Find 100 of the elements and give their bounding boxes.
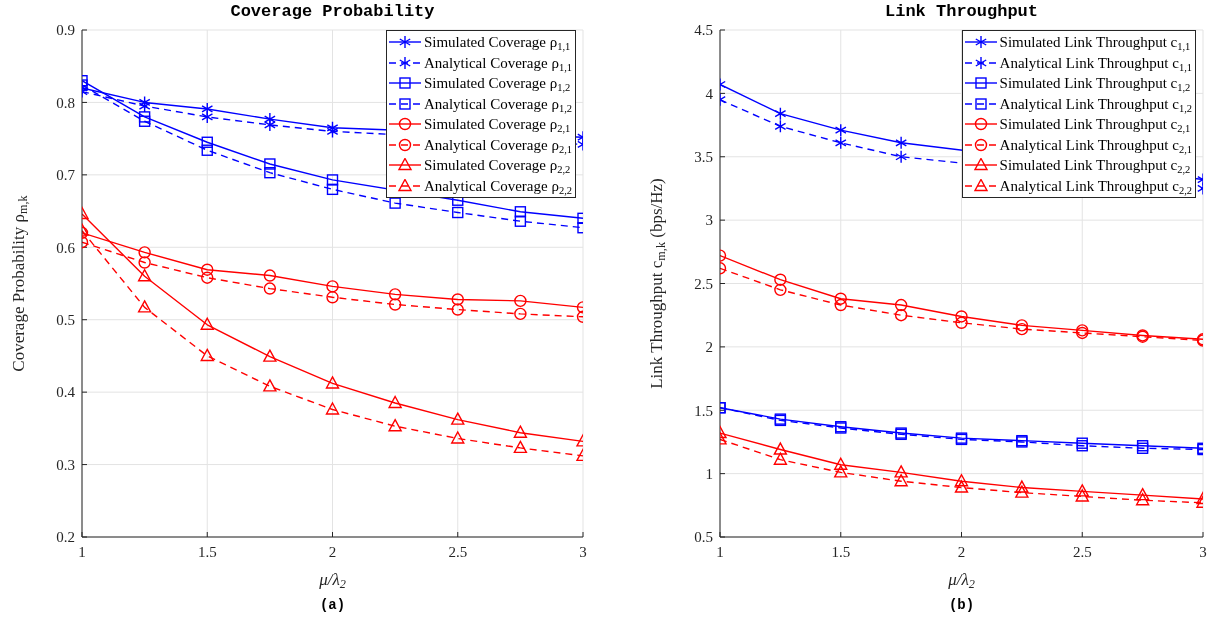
- point: [894, 465, 908, 478]
- point: [1135, 493, 1150, 506]
- point: [1015, 322, 1029, 336]
- point: [388, 395, 402, 409]
- legend-label: Analytical Coverage ρ$_{1,2}$: [423, 95, 572, 114]
- point: [326, 174, 339, 186]
- y-tick-label: 0.5: [694, 529, 713, 546]
- point: [264, 158, 276, 170]
- point: [264, 166, 276, 179]
- point: [263, 269, 277, 282]
- y-tick-label: 0.6: [56, 239, 76, 256]
- x-tick-label: 2.5: [1072, 543, 1092, 560]
- x-axis-title: μ/λ$_{2}$: [947, 570, 975, 591]
- point: [774, 119, 787, 134]
- point: [954, 480, 969, 493]
- point: [895, 136, 908, 150]
- y-tick-label: 1.5: [694, 402, 713, 419]
- point: [326, 124, 339, 139]
- point: [955, 316, 968, 329]
- legend-label: Analytical Link Throughput c$_{2,2}$: [999, 177, 1192, 196]
- point: [326, 280, 339, 293]
- y-tick-label: 4.5: [694, 22, 713, 39]
- point: [138, 256, 151, 269]
- point: [513, 440, 528, 454]
- point: [263, 118, 276, 132]
- y-tick-label: 3: [705, 212, 713, 229]
- text: (a): [319, 597, 346, 613]
- legend-label: Simulated Coverage ρ$_{1,1}$: [423, 34, 571, 53]
- point: [1015, 319, 1029, 332]
- point: [514, 206, 527, 218]
- legend-label: Analytical Link Throughput c$_{1,2}$: [999, 95, 1192, 114]
- point: [1075, 484, 1089, 497]
- point: [201, 110, 214, 124]
- y-tick-label: 3.5: [694, 149, 713, 166]
- point: [894, 474, 908, 487]
- y-tick-label: 2.5: [694, 275, 713, 292]
- point: [773, 452, 788, 465]
- y-tick-label: 0.9: [56, 22, 75, 39]
- point: [138, 111, 151, 123]
- legend-label: Simulated Coverage ρ$_{2,2}$: [423, 157, 571, 176]
- y-tick-label: 0.2: [56, 529, 75, 546]
- x-tick-label: 3: [579, 543, 587, 560]
- legend-label: Simulated Coverage ρ$_{1,2}$: [423, 75, 571, 94]
- point: [1075, 489, 1089, 502]
- point: [451, 303, 464, 316]
- point: [452, 206, 464, 219]
- text: (b): [948, 597, 975, 613]
- point: [834, 465, 848, 478]
- point: [894, 298, 908, 312]
- y-tick-label: 0.3: [56, 456, 75, 473]
- legend-label: Simulated Link Throughput c$_{2,1}$: [999, 116, 1191, 135]
- point: [1015, 485, 1029, 498]
- point: [138, 99, 151, 113]
- point: [774, 106, 787, 121]
- point: [388, 298, 402, 311]
- x-tick-label: 1.5: [197, 543, 217, 560]
- y-tick-label: 0.8: [56, 94, 75, 111]
- point: [451, 293, 464, 306]
- x-tick-label: 1: [716, 543, 724, 560]
- point: [451, 412, 465, 425]
- point: [895, 150, 908, 164]
- point: [834, 298, 847, 312]
- point: [451, 431, 465, 444]
- point: [514, 307, 527, 321]
- point: [325, 402, 340, 415]
- legend-label: Analytical Coverage ρ$_{2,2}$: [423, 177, 572, 196]
- x-tick-label: 3: [1199, 543, 1207, 560]
- point: [894, 308, 908, 322]
- x-axis-title: μ/λ$_{2}$: [318, 570, 346, 591]
- point: [1015, 480, 1029, 493]
- x-tick-label: 2.5: [448, 543, 468, 560]
- x-tick-label: 1.5: [831, 543, 851, 560]
- legend-label: Analytical Link Throughput c$_{2,1}$: [999, 136, 1192, 155]
- point: [263, 282, 277, 295]
- point: [774, 283, 787, 297]
- legend-label: Analytical Coverage ρ$_{2,1}$: [423, 136, 572, 155]
- legend-label: Analytical Link Throughput c$_{1,1}$: [999, 54, 1192, 73]
- legend-label: Simulated Link Throughput c$_{1,1}$: [999, 34, 1191, 53]
- point: [201, 136, 213, 148]
- point: [389, 197, 401, 209]
- point: [513, 425, 528, 438]
- point: [263, 379, 277, 392]
- point: [773, 442, 788, 455]
- point: [200, 348, 214, 362]
- chart-title: Coverage Probability: [230, 2, 435, 21]
- point: [834, 292, 847, 305]
- point: [834, 136, 847, 150]
- point: [834, 123, 847, 137]
- point: [200, 317, 214, 330]
- point: [955, 310, 968, 323]
- point: [263, 349, 277, 362]
- point: [137, 300, 152, 313]
- legend-label: Simulated Link Throughput c$_{1,2}$: [999, 75, 1191, 94]
- point: [834, 457, 848, 470]
- chart-title: Link Throughput: [884, 2, 1039, 21]
- point: [138, 115, 151, 127]
- point: [138, 246, 151, 259]
- legend-label: Simulated Link Throughput c$_{2,2}$: [999, 157, 1191, 176]
- point: [514, 294, 527, 308]
- y-tick-label: 0.5: [56, 312, 75, 329]
